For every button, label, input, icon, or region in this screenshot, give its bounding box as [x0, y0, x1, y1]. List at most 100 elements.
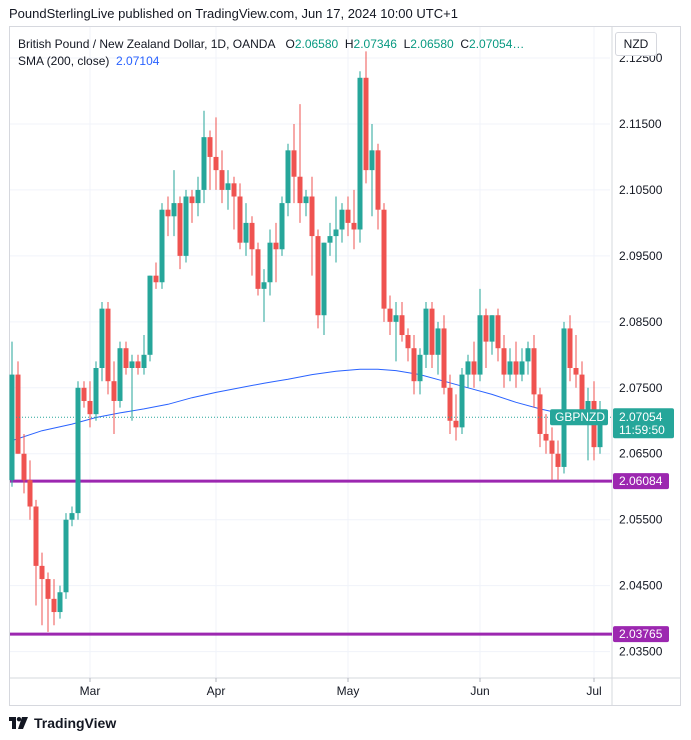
candle-up: [75, 381, 81, 520]
candle-body: [387, 308, 393, 322]
candle-body: [597, 414, 603, 448]
candle-body: [393, 315, 399, 322]
candle-down: [255, 242, 261, 296]
y-tick-label: 2.05500: [619, 513, 663, 527]
candle-body: [357, 77, 363, 230]
candle-down: [567, 315, 573, 382]
candle-up: [459, 368, 465, 434]
candle-up: [147, 275, 153, 362]
candle-down: [111, 361, 117, 434]
candle-body: [51, 598, 57, 613]
candle-body: [189, 196, 195, 204]
candle-down: [549, 427, 555, 481]
candle-up: [195, 176, 201, 217]
candle-up: [285, 143, 291, 217]
candle-down: [573, 335, 579, 388]
candle-up: [477, 288, 483, 382]
sma-label: SMA (200, close): [18, 54, 110, 68]
candle-up: [261, 269, 267, 322]
candle-up: [561, 321, 567, 474]
tradingview-footer[interactable]: TradingView: [9, 714, 116, 732]
chart-legend: British Pound / New Zealand Dollar, 1D, …: [18, 36, 524, 70]
candle-body: [483, 315, 489, 342]
low-value: 2.06580: [410, 37, 454, 51]
support-level-label: 2.06084: [619, 474, 663, 488]
candle-body: [147, 275, 153, 355]
candle-down: [237, 183, 243, 250]
candle-body: [579, 374, 585, 415]
candle-body: [495, 315, 501, 349]
candle-body: [27, 480, 33, 507]
candle-body: [81, 387, 87, 401]
candle-body: [315, 236, 321, 316]
y-tick-label: 2.09500: [619, 249, 663, 263]
candle-down: [387, 295, 393, 336]
candle-body: [177, 203, 183, 256]
candle-up: [465, 354, 471, 388]
candle-up: [279, 196, 285, 256]
candle-body: [345, 209, 351, 223]
candle-down: [495, 308, 501, 362]
candle-body: [105, 308, 111, 382]
candle-down: [429, 302, 435, 368]
candle-down: [165, 196, 171, 237]
support-level-tag: [613, 626, 669, 643]
symbol-tag-box: [550, 409, 608, 426]
candle-up: [129, 354, 135, 421]
y-tick-label: 2.06500: [619, 447, 663, 461]
sma-layer: [11, 368, 565, 442]
candle-body: [321, 242, 327, 316]
candle-body: [429, 308, 435, 355]
tradingview-logo-icon: [9, 717, 28, 729]
candle-down: [345, 196, 351, 237]
last-price-layer: GBPNZD: [10, 409, 612, 426]
candle-body: [255, 249, 261, 289]
candle-up: [327, 222, 333, 256]
candle-body: [447, 387, 453, 421]
candle-body: [123, 348, 129, 368]
x-tick-label: Jul: [586, 684, 601, 698]
candle-up: [243, 203, 249, 256]
candle-body: [411, 348, 417, 382]
y-tick-label: 2.10500: [619, 183, 663, 197]
last-price-tag: [613, 408, 674, 439]
symbol-tag-label: GBPNZD: [555, 410, 605, 424]
candle-body: [153, 275, 159, 283]
candle-down: [153, 262, 159, 289]
candle-up: [183, 189, 189, 263]
candle-down: [81, 381, 87, 408]
candle-body: [63, 519, 69, 593]
time-axis: Mar Apr May Jun Jul: [80, 678, 602, 698]
candle-body: [39, 565, 45, 580]
candle-body: [375, 150, 381, 210]
y-tick-label: 2.08500: [619, 315, 663, 329]
candle-down: [555, 440, 561, 481]
candle-body: [453, 420, 459, 428]
price-axis: 2.125002.115002.105002.095002.085002.075…: [613, 51, 674, 659]
y-tick-label: 2.04500: [619, 579, 663, 593]
candle-down: [351, 189, 357, 250]
candle-body: [21, 453, 27, 481]
candle-body: [183, 196, 189, 256]
tradingview-brand: TradingView: [34, 715, 117, 731]
candle-up: [99, 302, 105, 382]
candle-body: [213, 156, 219, 171]
candle-down: [381, 203, 387, 322]
candle-body: [219, 170, 225, 190]
candle-body: [327, 236, 333, 243]
candle-up: [417, 348, 423, 395]
publish-caption: PoundSterlingLive published on TradingVi…: [9, 6, 458, 21]
close-label: C: [460, 37, 470, 51]
candle-down: [399, 302, 405, 342]
sma-value: 2.07104: [116, 54, 160, 68]
support-level-label: 2.03765: [619, 627, 663, 641]
candle-body: [165, 209, 171, 217]
candle-body: [249, 222, 255, 250]
candle-body: [369, 150, 375, 171]
candle-up: [321, 242, 327, 336]
candle-body: [69, 513, 75, 520]
currency-button[interactable]: NZD: [615, 32, 657, 56]
last-price-label: 2.07054: [619, 410, 663, 424]
candle-down: [291, 123, 297, 204]
